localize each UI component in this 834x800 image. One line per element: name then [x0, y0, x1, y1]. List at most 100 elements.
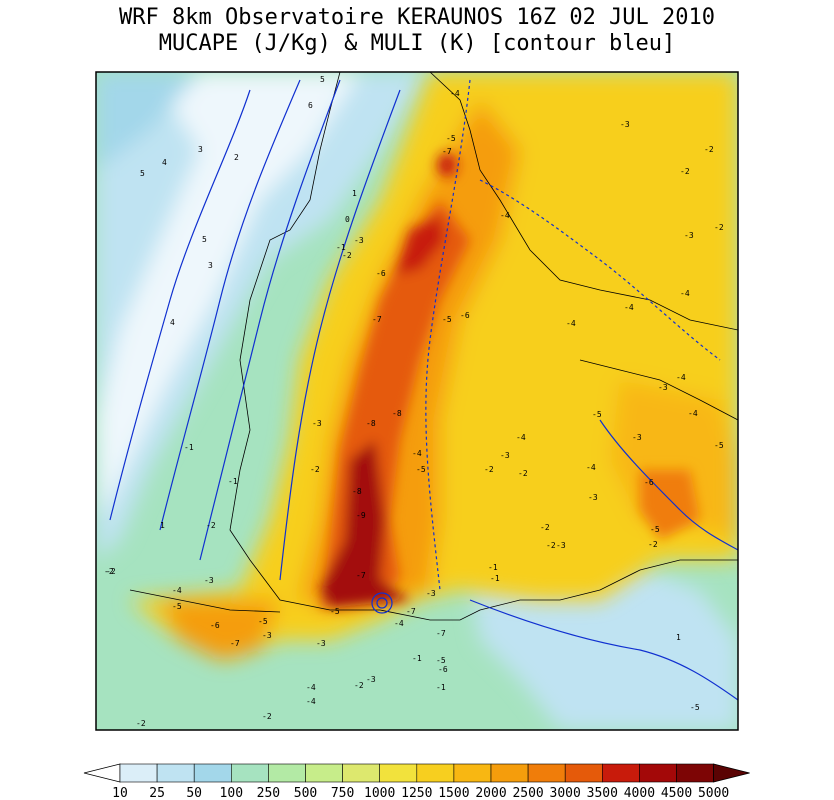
north-red-blob	[395, 215, 445, 275]
contours	[109, 79, 738, 701]
contour-label: -3	[366, 675, 376, 684]
colorbar-swatch	[601, 763, 640, 783]
colorbar: 10 25 50 100 250 500 750 1000 1250 1500 2000 2500 30…	[83, 763, 750, 800]
contour-label: -3	[632, 433, 642, 442]
colorbar-swatch	[379, 763, 418, 783]
contour-label: -5	[330, 607, 340, 616]
contour-label: -4	[394, 619, 404, 628]
contour-label: -3	[426, 589, 436, 598]
mucape-field: 5 5 4 3 6 5 4 3 2 1 0 -1 -2 -3 -4 -5 -6 …	[96, 72, 738, 730]
contour-label: -4	[306, 683, 316, 692]
contour-label: -8	[366, 419, 376, 428]
colorbar-tick-label: 4500	[661, 786, 692, 800]
contour-label: 1	[676, 633, 681, 642]
colorbar-tick-label: 750	[331, 786, 354, 800]
contour-label: -6	[460, 311, 470, 320]
colorbar-tick-label: 1250	[401, 786, 432, 800]
contour-label: -7	[436, 629, 446, 638]
colorbar-tick-label: 3000	[550, 786, 581, 800]
mediterranean-low-cape	[470, 560, 738, 730]
contour-label: 3	[198, 145, 203, 154]
map-frame	[95, 71, 739, 731]
contour-label: -5	[714, 441, 724, 450]
contour-label: -2	[136, 719, 146, 728]
contour-label: 5	[320, 75, 325, 84]
contour-label: -1	[228, 477, 238, 486]
contour-label: -5	[258, 617, 268, 626]
contour-label: -2	[342, 251, 352, 260]
contour-label: -1	[412, 654, 422, 663]
contour-label: -3	[354, 236, 364, 245]
colorbar-tick-label: 50	[186, 786, 202, 800]
chart-title: WRF 8km Observatoire KERAUNOS 16Z 02 JUL…	[118, 5, 716, 30]
contour-label: -4	[500, 211, 510, 220]
contour-label: -5	[592, 410, 602, 419]
contour-label: -3	[556, 541, 566, 550]
contour-label: 4	[162, 158, 167, 167]
channel-low-cape	[96, 72, 430, 560]
colorbar-swatch	[268, 763, 306, 783]
contour-label: -7	[230, 639, 240, 648]
contour-label: -4	[172, 586, 182, 595]
north-spot	[437, 153, 457, 177]
contour-label: -4	[624, 303, 634, 312]
contour-label: -5	[690, 703, 700, 712]
contour-label: -5	[442, 315, 452, 324]
contour-label: -4	[566, 319, 576, 328]
colorbar-tick-label: 500	[294, 786, 317, 800]
contour-label: -3	[312, 419, 322, 428]
colorbar-tick-label: 25	[149, 786, 165, 800]
colorbar-swatch	[639, 763, 677, 783]
contour-label: -7	[442, 147, 452, 156]
colorbar-arrow-low	[83, 763, 121, 783]
contour-label: -7	[372, 315, 382, 324]
contour-label: -1	[184, 443, 194, 452]
contour-label: -5	[416, 465, 426, 474]
contour-label: -8	[352, 487, 362, 496]
north-east-low	[96, 72, 200, 170]
contour-label: -2	[714, 223, 724, 232]
colorbar-swatch	[490, 763, 529, 783]
contour-label: -2	[546, 541, 556, 550]
contour-label: -4	[516, 433, 526, 442]
colorbar-tick-label: 2500	[512, 786, 543, 800]
colorbar-tick-label: 5000	[698, 786, 729, 800]
colorbar-tick-label: 100	[220, 786, 243, 800]
colorbar-swatch	[119, 763, 158, 783]
contour-label: -2	[648, 540, 658, 549]
contour-label-layer: 5 5 4 3 6 5 4 3 2 1 0 -1 -2 -3 -4 -5 -6 …	[104, 75, 724, 728]
colorbar-tick-label: 1000	[364, 786, 395, 800]
colorbar-swatch	[305, 763, 343, 783]
contour-label: -1	[336, 243, 346, 252]
contour-label: -2	[262, 712, 272, 721]
contour-label: 0	[345, 215, 350, 224]
contour-label: -3	[684, 231, 694, 240]
colorbar-arrow-high	[713, 763, 750, 783]
channel-very-low-cape	[96, 72, 360, 520]
contour-label: -4	[688, 409, 698, 418]
contour-label: -1	[488, 563, 498, 572]
contour-label: 5	[140, 169, 145, 178]
band-darkred	[320, 440, 410, 608]
contour-label: -3	[262, 631, 272, 640]
contour-label: -8	[392, 409, 402, 418]
contour-label: -5	[446, 134, 456, 143]
colorbar-swatch	[156, 763, 195, 783]
contour-label: -2	[680, 167, 690, 176]
contour-label: 3	[208, 261, 213, 270]
contour-label: -1	[490, 574, 500, 583]
contour-label: -3	[204, 576, 214, 585]
colorbar-swatch	[416, 763, 455, 783]
contour-label: 1	[160, 521, 165, 530]
contour-label: -2	[540, 523, 550, 532]
contour-label: 5	[202, 235, 207, 244]
colorbar-swatch	[676, 763, 714, 783]
contour-label: -3	[620, 120, 630, 129]
contour-label: -4	[680, 289, 690, 298]
contour-label: -6	[438, 665, 448, 674]
contour-label: -5	[436, 656, 446, 665]
contour-label: -6	[644, 478, 654, 487]
colorbar-swatch	[231, 763, 269, 783]
contour-label: -4	[676, 373, 686, 382]
